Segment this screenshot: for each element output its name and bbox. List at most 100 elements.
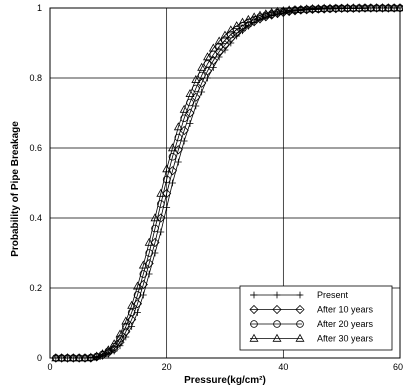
data-point (122, 322, 130, 331)
data-point (221, 36, 229, 44)
data-point (98, 349, 107, 357)
data-point (383, 3, 393, 12)
data-point (68, 353, 78, 362)
data-point (51, 353, 61, 362)
data-point (121, 316, 131, 325)
legend-label: After 20 years (317, 319, 374, 329)
y-tick-label: 0 (37, 353, 42, 363)
data-point (243, 14, 253, 23)
data-point (209, 64, 217, 71)
y-tick-label: 0.6 (29, 143, 42, 153)
data-point (360, 3, 370, 12)
data-point (366, 3, 376, 12)
data-point (145, 249, 153, 257)
data-point (249, 12, 259, 21)
data-point (221, 46, 229, 54)
data-point (198, 88, 206, 96)
data-point (203, 52, 212, 61)
legend-marker (272, 304, 282, 315)
x-tick-label: 40 (278, 362, 288, 372)
data-point (214, 36, 224, 45)
data-point (208, 43, 218, 52)
data-point (163, 204, 171, 211)
data-point (133, 281, 142, 290)
data-point (255, 10, 265, 19)
data-point (325, 3, 335, 12)
legend-item: Present (250, 290, 349, 300)
data-point (378, 3, 387, 12)
legend-marker (273, 291, 281, 299)
legend-marker (249, 333, 259, 342)
data-point (296, 4, 306, 13)
data-point (302, 4, 312, 13)
data-point (109, 344, 119, 354)
data-point (169, 179, 176, 187)
legend-item: After 10 years (249, 304, 374, 315)
data-point (348, 3, 358, 12)
x-tick-label: 0 (47, 362, 52, 372)
data-point (144, 237, 154, 246)
data-point (162, 164, 172, 173)
data-point (167, 166, 178, 176)
series-layer (51, 3, 403, 363)
legend-box (239, 285, 393, 351)
data-point (227, 30, 235, 39)
data-point (343, 3, 352, 12)
data-point (191, 75, 201, 83)
data-point (186, 120, 194, 127)
data-point (173, 145, 183, 155)
data-point (261, 9, 271, 18)
legend-item: After 20 years (250, 319, 374, 329)
legend-label: After 10 years (317, 305, 374, 315)
data-point (204, 74, 211, 82)
y-tick-label: 0.4 (29, 213, 42, 223)
data-point (157, 228, 165, 236)
legend-label: After 30 years (317, 334, 374, 344)
data-point (174, 158, 182, 166)
data-point (156, 188, 166, 197)
data-point (121, 327, 131, 337)
data-point (116, 334, 124, 343)
legend-marker (295, 304, 305, 315)
legend-marker (295, 333, 305, 342)
data-point (103, 345, 113, 354)
data-point (395, 3, 403, 12)
data-point (203, 60, 212, 68)
data-point (180, 137, 188, 145)
data-point (267, 7, 277, 16)
legend-marker (249, 304, 259, 315)
data-point (313, 3, 323, 12)
y-tick-label: 0.2 (29, 283, 42, 293)
data-point (331, 3, 341, 12)
data-point (220, 30, 230, 39)
data-point (215, 42, 223, 51)
legend-label: Present (317, 290, 349, 300)
data-point (273, 6, 282, 15)
data-point (86, 352, 96, 361)
legend-marker (250, 320, 258, 328)
data-point (372, 3, 382, 12)
data-point (354, 3, 364, 12)
data-point (168, 152, 177, 161)
data-point (173, 122, 183, 131)
data-point (92, 351, 102, 360)
data-point (80, 353, 90, 362)
data-point (185, 89, 195, 97)
data-point (226, 25, 236, 34)
data-point (74, 353, 84, 362)
legend-marker (272, 333, 282, 342)
data-point (389, 3, 399, 12)
data-point (63, 353, 72, 362)
x-tick-label: 20 (162, 362, 172, 372)
data-point (151, 224, 159, 233)
data-point (215, 53, 223, 61)
data-point (319, 3, 329, 12)
data-point (115, 329, 125, 338)
data-point (162, 175, 171, 184)
data-point (308, 3, 317, 12)
data-point (98, 350, 107, 359)
data-point (57, 353, 67, 362)
plot-area (49, 7, 401, 359)
legend: Present After 10 years After 20 years After… (239, 285, 393, 351)
